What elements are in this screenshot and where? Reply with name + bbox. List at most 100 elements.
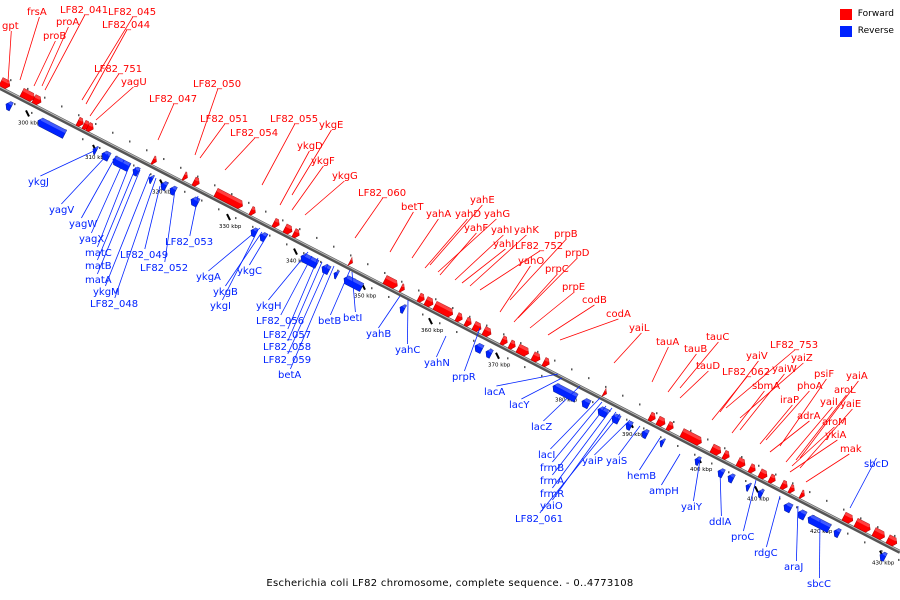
minor-tick — [554, 359, 556, 362]
gene-label-ykgj: ykgJ — [28, 149, 97, 188]
svg-text:yahI: yahI — [491, 225, 512, 236]
svg-text:LF82_058: LF82_058 — [263, 342, 311, 353]
minor-tick — [898, 558, 900, 561]
gene-label-amph: ampH — [649, 453, 681, 497]
minor-tick — [252, 225, 254, 228]
forward-gene-arrow — [454, 312, 464, 323]
gene-label-laca: lacA — [484, 373, 559, 398]
tick-label: 380 kbp — [555, 397, 578, 403]
reverse-gene-arrow — [5, 101, 14, 112]
tick-label: 320 kbp — [152, 190, 175, 196]
svg-text:tauA: tauA — [656, 337, 679, 348]
forward-gene-arrow — [499, 335, 509, 346]
gene-label-lf82_047: LF82_047 — [149, 94, 197, 141]
svg-text:sbmA: sbmA — [752, 381, 780, 392]
svg-text:betB: betB — [318, 316, 341, 327]
svg-text:lacA: lacA — [484, 387, 505, 398]
gene-label-psif: psiF — [779, 369, 834, 447]
svg-text:LF82_044: LF82_044 — [102, 20, 150, 31]
reverse-gene-arrow — [597, 406, 610, 419]
gene-label-sbcc: sbcC — [807, 519, 831, 590]
minor-tick — [779, 497, 781, 500]
svg-text:frsA: frsA — [27, 7, 47, 18]
forward-gene-arrow — [481, 326, 493, 338]
forward-gene-arrow — [271, 217, 281, 228]
forward-gene-arrow — [655, 415, 667, 427]
svg-text:yahC: yahC — [395, 345, 420, 356]
tick-label: 340 kbp — [286, 259, 309, 265]
forward-gene-arrow — [871, 527, 886, 541]
forward-gene-arrow — [709, 443, 723, 456]
svg-text:LF82_751: LF82_751 — [94, 64, 142, 75]
gene-label-lf82_054: LF82_054 — [224, 128, 278, 171]
tick-label: 400 kbp — [690, 467, 713, 473]
forward-gene-arrow — [735, 457, 747, 469]
minor-tick — [660, 436, 662, 439]
forward-gene-arrow — [19, 88, 36, 102]
svg-text:yahN: yahN — [424, 358, 450, 369]
svg-text:yaiS: yaiS — [606, 456, 627, 467]
tick-mark — [428, 317, 433, 325]
svg-text:yahE: yahE — [470, 195, 495, 206]
minor-tick — [507, 357, 509, 360]
gene-label-prpe: prpE — [529, 282, 585, 329]
forward-gene-arrow — [747, 463, 757, 474]
reverse-gene-arrow — [745, 482, 752, 492]
svg-text:yaiA: yaiA — [846, 371, 868, 382]
minor-tick — [116, 155, 118, 158]
gene-label-ykgd: ykgD — [279, 141, 323, 206]
gene-label-yaha: yahA — [411, 209, 451, 259]
gene-label-mata: matA — [85, 169, 141, 286]
forward-gene-arrow — [779, 479, 789, 490]
minor-tick — [588, 377, 590, 380]
minor-tick — [707, 438, 709, 441]
minor-tick — [711, 462, 713, 465]
svg-text:LF82_753: LF82_753 — [770, 340, 818, 351]
svg-text:yaiO: yaiO — [540, 501, 563, 512]
gene-label-lf82_053: LF82_053 — [165, 195, 213, 248]
svg-text:ykgB: ykgB — [213, 287, 238, 298]
gene-label-ykgb: ykgB — [213, 231, 263, 298]
gene-label-codb: codB — [547, 295, 607, 336]
gene-label-yahb: yahB — [366, 295, 401, 340]
gene-label-mak: mak — [805, 444, 862, 483]
gene-label-frmr: frmR — [540, 407, 613, 500]
reverse-gene-arrow — [300, 253, 320, 269]
svg-text:rdgC: rdgC — [754, 548, 778, 559]
svg-text:yahD: yahD — [455, 209, 481, 220]
tick-mark — [754, 485, 759, 493]
gene-label-lf82_056: LF82_056 — [256, 255, 313, 327]
minor-tick — [197, 175, 199, 178]
reverse-gene-arrow — [37, 117, 68, 139]
svg-text:ykgC: ykgC — [237, 266, 262, 277]
svg-text:LF82_752: LF82_752 — [515, 241, 563, 252]
reverse-gene-arrow — [160, 181, 169, 192]
gene-label-tauc: tauC — [679, 332, 729, 389]
minor-tick — [469, 315, 471, 318]
svg-text:tauC: tauC — [706, 332, 729, 343]
svg-text:LF82_045: LF82_045 — [108, 7, 156, 18]
minor-tick — [129, 140, 131, 143]
gene-label-arol: aroL — [795, 385, 856, 461]
gene-label-yahk: yahK — [469, 225, 539, 287]
svg-text:ykiA: ykiA — [825, 430, 846, 441]
gene-label-beti: betI — [343, 271, 362, 324]
minor-tick — [486, 324, 488, 327]
forward-gene-arrow — [382, 275, 399, 289]
minor-tick — [520, 342, 522, 345]
gene-label-ddla: ddlA — [709, 469, 731, 528]
svg-text:yahO: yahO — [518, 256, 544, 267]
forward-gene-arrow — [282, 223, 294, 235]
svg-text:proC: proC — [731, 532, 754, 543]
minor-tick — [282, 219, 284, 222]
tick-label: 350 kbp — [354, 294, 377, 300]
forward-gene-arrow — [191, 176, 201, 187]
reverse-gene-arrow — [92, 146, 99, 156]
legend-reverse: Reverse — [839, 25, 894, 37]
svg-text:hemB: hemB — [627, 471, 656, 482]
svg-text:codA: codA — [606, 309, 631, 320]
svg-text:sbcD: sbcD — [864, 459, 889, 470]
svg-text:ykgF: ykgF — [311, 156, 335, 167]
svg-text:ykgM: ykgM — [93, 287, 120, 298]
gene-label-ykgf: ykgF — [291, 156, 335, 211]
